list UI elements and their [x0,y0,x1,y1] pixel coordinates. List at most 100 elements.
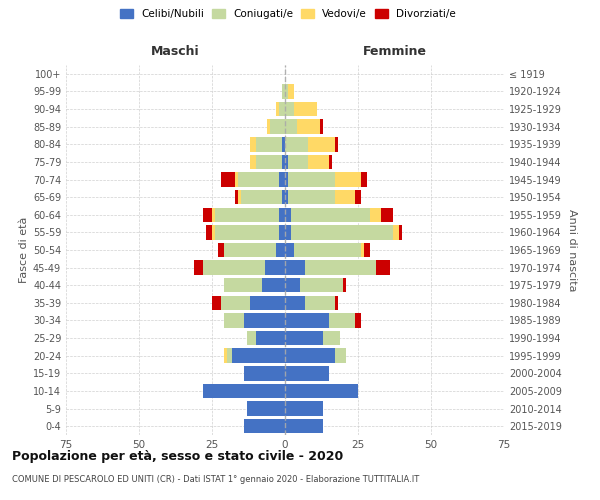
Bar [285,102,294,117]
Bar [288,84,294,98]
Y-axis label: Fasce di età: Fasce di età [19,217,29,283]
Bar [203,260,265,275]
Bar [285,314,329,328]
Bar [215,208,279,222]
Bar [399,225,402,240]
Bar [265,260,285,275]
Bar [218,243,224,257]
Bar [285,190,288,204]
Bar [244,366,285,380]
Bar [285,172,288,186]
Bar [285,296,305,310]
Bar [235,190,238,204]
Text: Femmine: Femmine [362,45,427,58]
Bar [247,402,285,416]
Bar [305,260,376,275]
Bar [247,331,256,345]
Bar [364,243,370,257]
Bar [285,348,335,363]
Bar [232,348,285,363]
Bar [335,172,361,186]
Bar [285,278,299,292]
Bar [329,154,332,169]
Bar [285,225,291,240]
Bar [256,137,282,152]
Bar [393,225,399,240]
Bar [279,208,285,222]
Bar [262,278,285,292]
Bar [323,331,340,345]
Bar [279,172,285,186]
Bar [308,154,329,169]
Bar [241,190,282,204]
Text: Maschi: Maschi [151,45,200,58]
Bar [206,225,212,240]
Bar [285,243,294,257]
Bar [282,84,285,98]
Bar [279,225,285,240]
Bar [296,120,320,134]
Bar [282,190,285,204]
Bar [224,243,276,257]
Bar [238,190,241,204]
Bar [224,278,262,292]
Bar [291,208,370,222]
Bar [250,137,256,152]
Bar [329,314,355,328]
Bar [285,331,323,345]
Bar [212,225,215,240]
Bar [256,154,282,169]
Bar [285,402,323,416]
Bar [370,208,382,222]
Text: COMUNE DI PESCAROLO ED UNITI (CR) - Dati ISTAT 1° gennaio 2020 - Elaborazione TU: COMUNE DI PESCAROLO ED UNITI (CR) - Dati… [12,475,419,484]
Y-axis label: Anni di nascita: Anni di nascita [567,209,577,291]
Bar [355,314,361,328]
Bar [355,190,361,204]
Bar [343,278,346,292]
Bar [224,314,244,328]
Text: Popolazione per età, sesso e stato civile - 2020: Popolazione per età, sesso e stato civil… [12,450,343,463]
Bar [335,348,346,363]
Bar [361,172,367,186]
Bar [308,137,335,152]
Bar [288,172,335,186]
Bar [294,102,317,117]
Bar [285,120,296,134]
Bar [203,208,212,222]
Bar [376,260,390,275]
Bar [288,190,335,204]
Bar [291,225,393,240]
Bar [212,296,221,310]
Bar [268,120,271,134]
Bar [244,419,285,434]
Bar [285,137,308,152]
Bar [285,84,288,98]
Bar [244,314,285,328]
Bar [294,243,361,257]
Bar [282,137,285,152]
Bar [212,208,215,222]
Bar [203,384,285,398]
Bar [227,348,232,363]
Bar [285,419,323,434]
Bar [276,102,279,117]
Bar [335,296,338,310]
Bar [335,190,355,204]
Bar [250,296,285,310]
Bar [305,296,335,310]
Bar [285,260,305,275]
Bar [215,225,279,240]
Bar [279,102,285,117]
Bar [221,296,250,310]
Bar [299,278,343,292]
Bar [285,366,329,380]
Bar [256,331,285,345]
Bar [320,120,323,134]
Bar [285,384,358,398]
Legend: Celibi/Nubili, Coniugati/e, Vedovi/e, Divorziati/e: Celibi/Nubili, Coniugati/e, Vedovi/e, Di… [116,5,460,24]
Bar [285,154,288,169]
Bar [250,154,256,169]
Bar [238,172,279,186]
Bar [235,172,238,186]
Bar [361,243,364,257]
